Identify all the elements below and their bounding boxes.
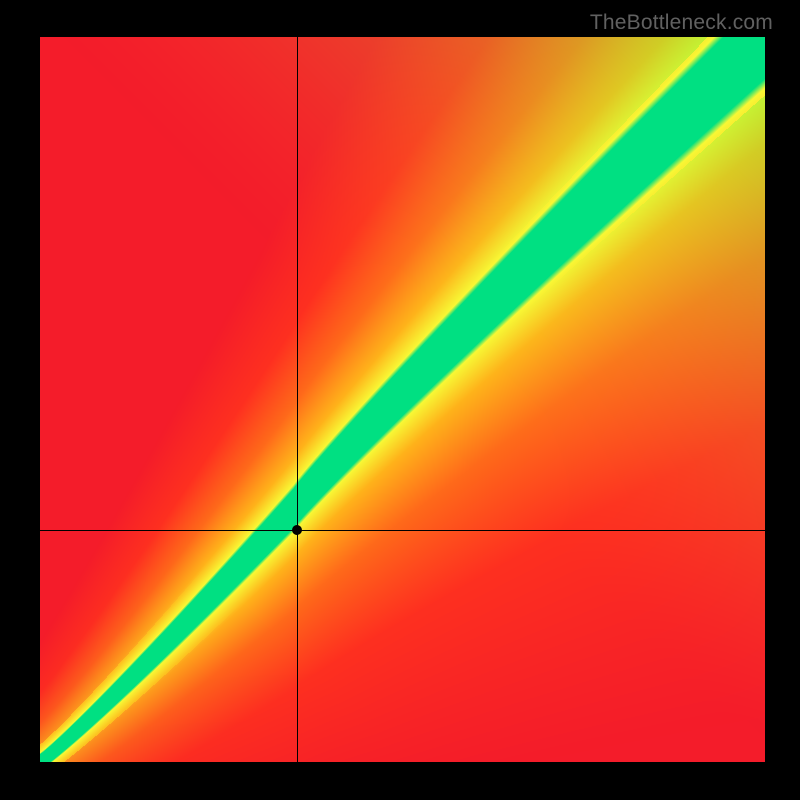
crosshair-vertical [297, 37, 298, 762]
crosshair-horizontal [40, 530, 765, 531]
heatmap-canvas [40, 37, 765, 762]
heatmap-plot [40, 37, 765, 762]
chart-container: TheBottleneck.com [0, 0, 800, 800]
watermark-text: TheBottleneck.com [590, 11, 773, 35]
